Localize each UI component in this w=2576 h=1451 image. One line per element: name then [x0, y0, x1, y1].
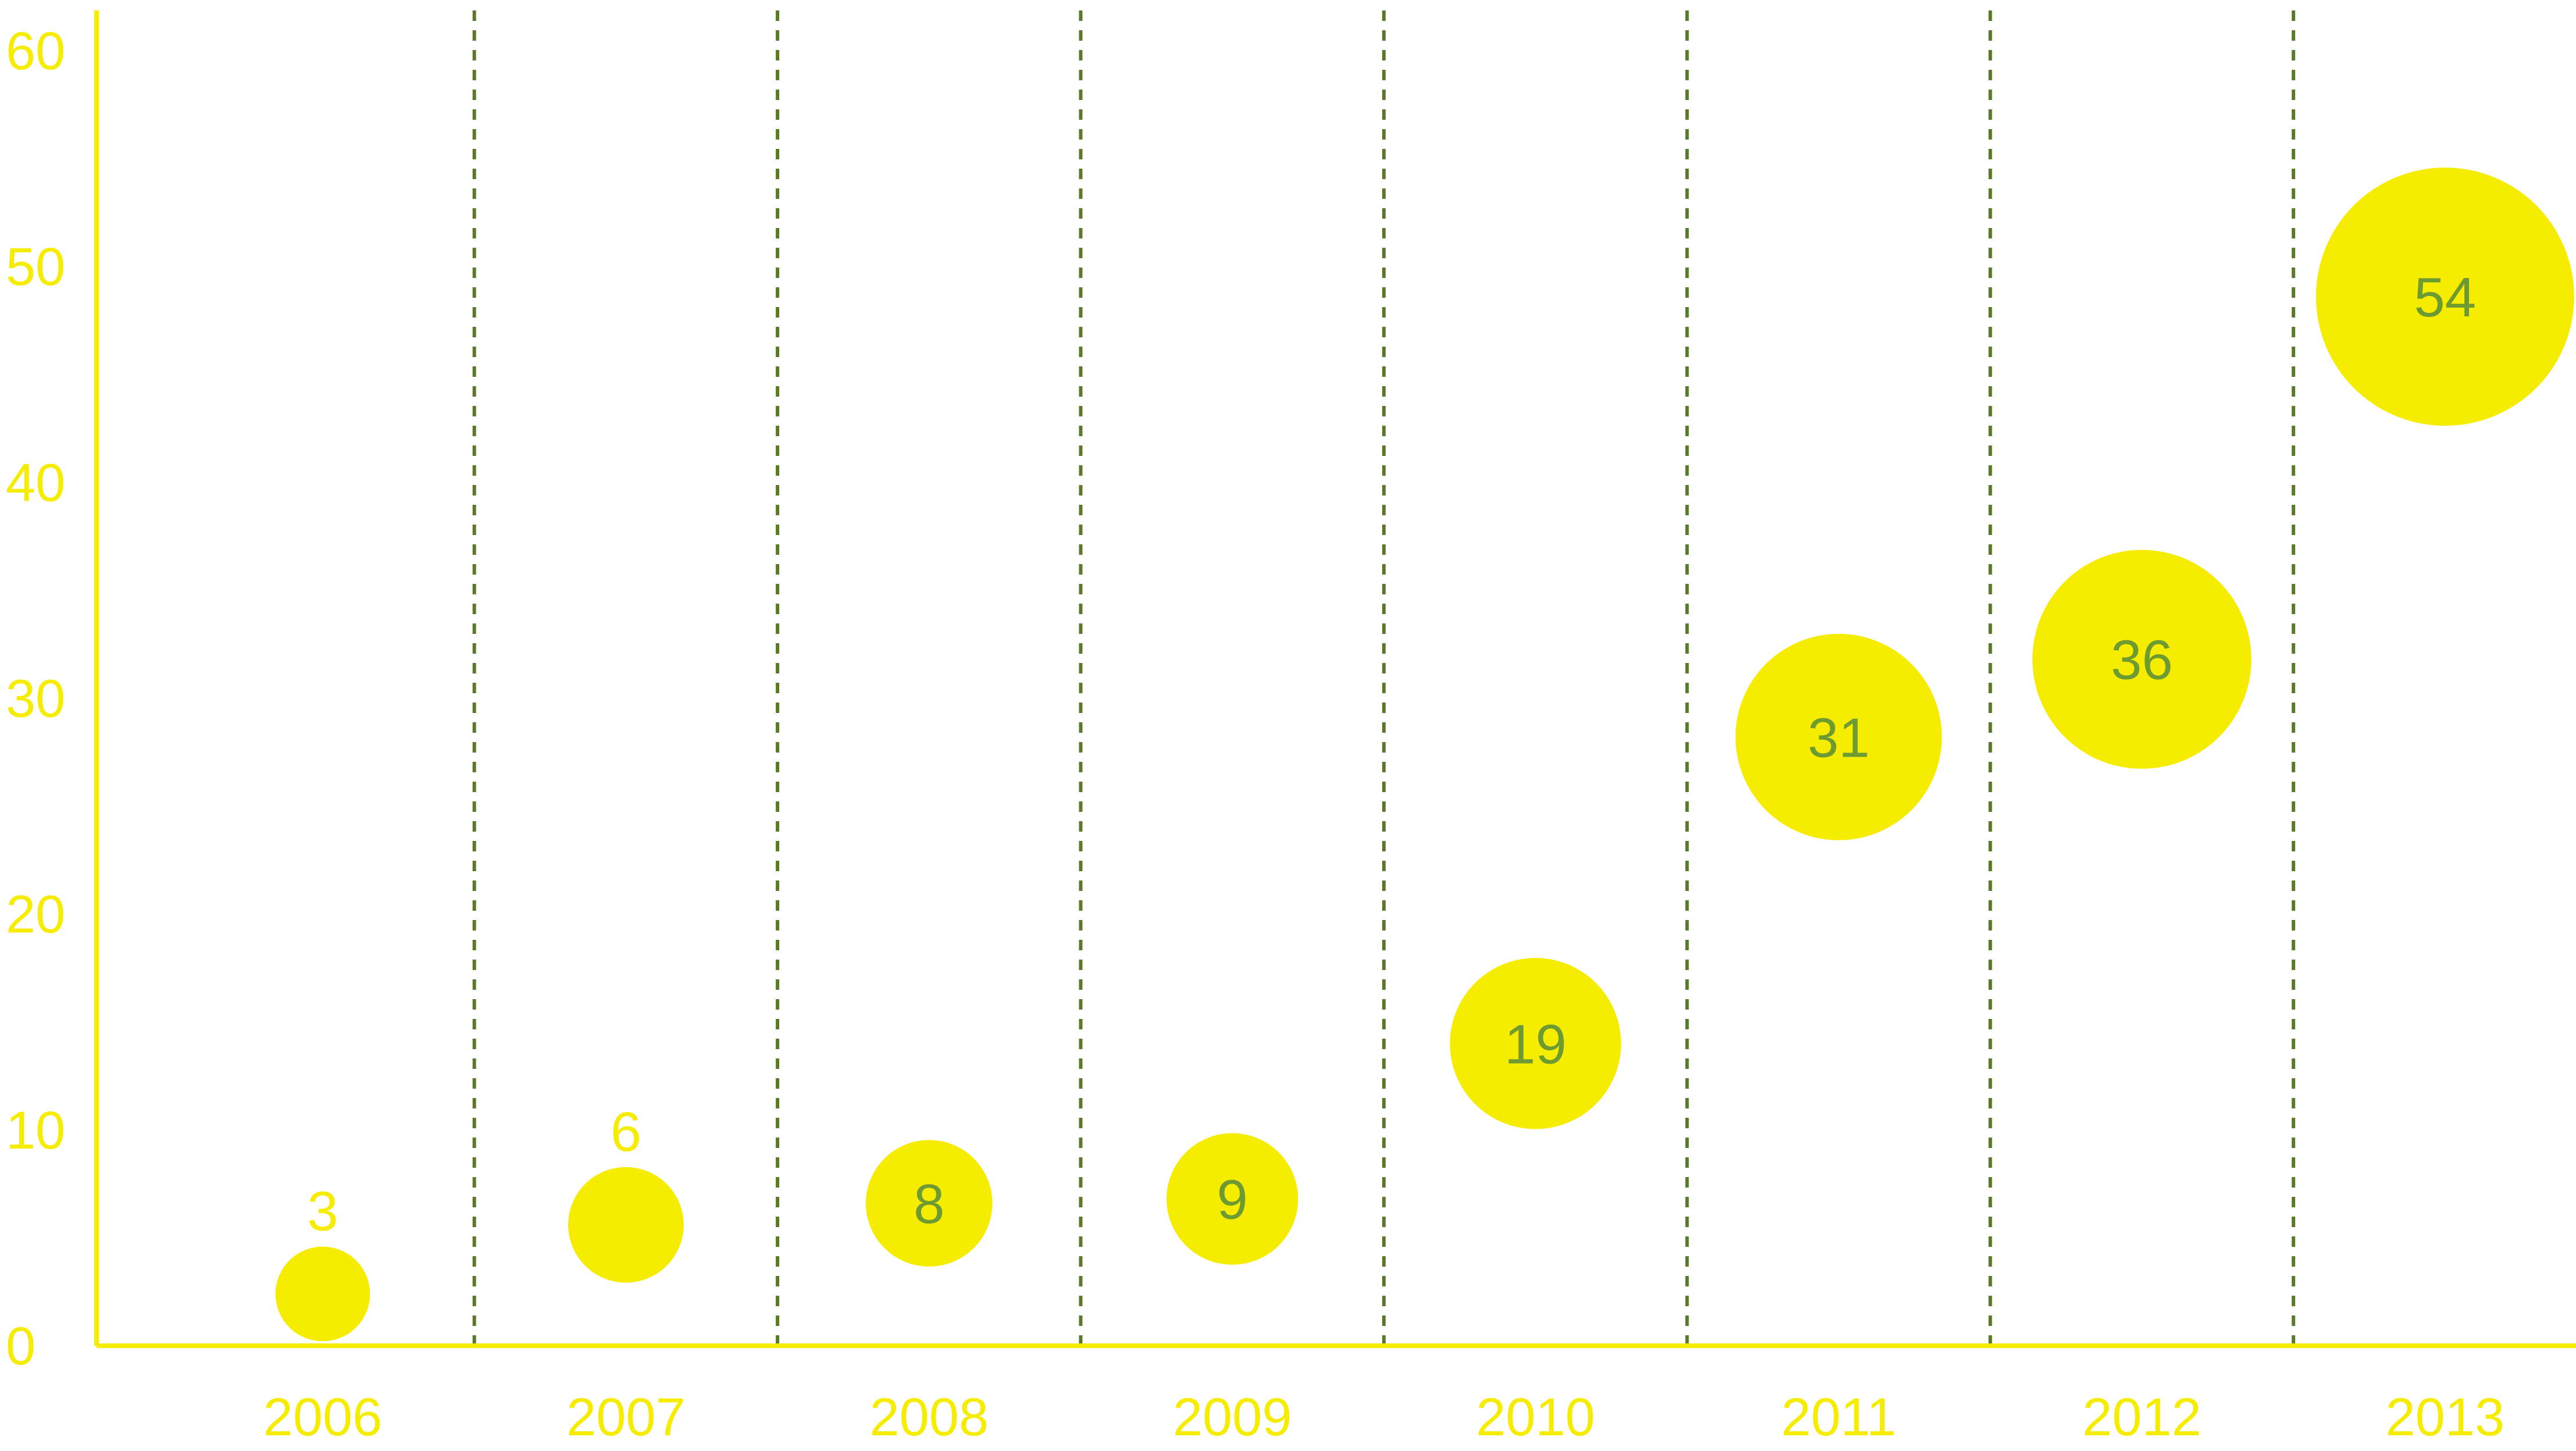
bubble-label: 9: [1217, 1169, 1248, 1231]
bubble: [2315, 167, 2574, 426]
bubble: [275, 1246, 370, 1342]
x-tick-label: 2006: [263, 1388, 383, 1447]
bubble-label: 31: [1808, 707, 1870, 769]
bubble-layer: [275, 167, 2574, 1342]
x-tick-label: 2013: [2385, 1388, 2504, 1447]
x-tick-label: 2011: [1781, 1388, 1896, 1447]
bubble: [1450, 958, 1621, 1129]
bubble: [568, 1167, 684, 1283]
y-tick-label: 30: [6, 669, 65, 729]
grid-layer: [472, 10, 2296, 1346]
bubble-label: 19: [1504, 1013, 1567, 1075]
bubble: [1166, 1133, 1298, 1265]
bubble-label: 8: [914, 1173, 944, 1235]
x-tick-label: 2008: [869, 1388, 989, 1447]
y-tick-label: 40: [6, 453, 65, 512]
bubble-label: 54: [2414, 266, 2476, 329]
y-tick-label: 20: [6, 885, 65, 944]
bubble: [2032, 550, 2252, 769]
tick-layer: 0 10 20 30 40 50 60 2006 2007 2008 2009 2010 2011 201…: [6, 22, 2504, 1447]
y-tick-label: 10: [6, 1101, 65, 1160]
bubble-label: 3: [307, 1181, 338, 1243]
y-tick-label: 50: [6, 237, 65, 297]
bubble-label: 36: [2111, 629, 2173, 691]
x-tick-label: 2009: [1173, 1388, 1292, 1447]
y-tick-label: 0: [6, 1317, 35, 1376]
x-tick-label: 2012: [2082, 1388, 2202, 1447]
bubble: [1735, 633, 1942, 840]
bubble: [865, 1140, 993, 1267]
axis-layer: [94, 10, 2576, 1348]
bubble-label: 6: [611, 1101, 641, 1163]
y-tick-label: 60: [6, 22, 65, 81]
x-tick-label: 2010: [1476, 1388, 1595, 1447]
x-tick-label: 2007: [566, 1388, 686, 1447]
